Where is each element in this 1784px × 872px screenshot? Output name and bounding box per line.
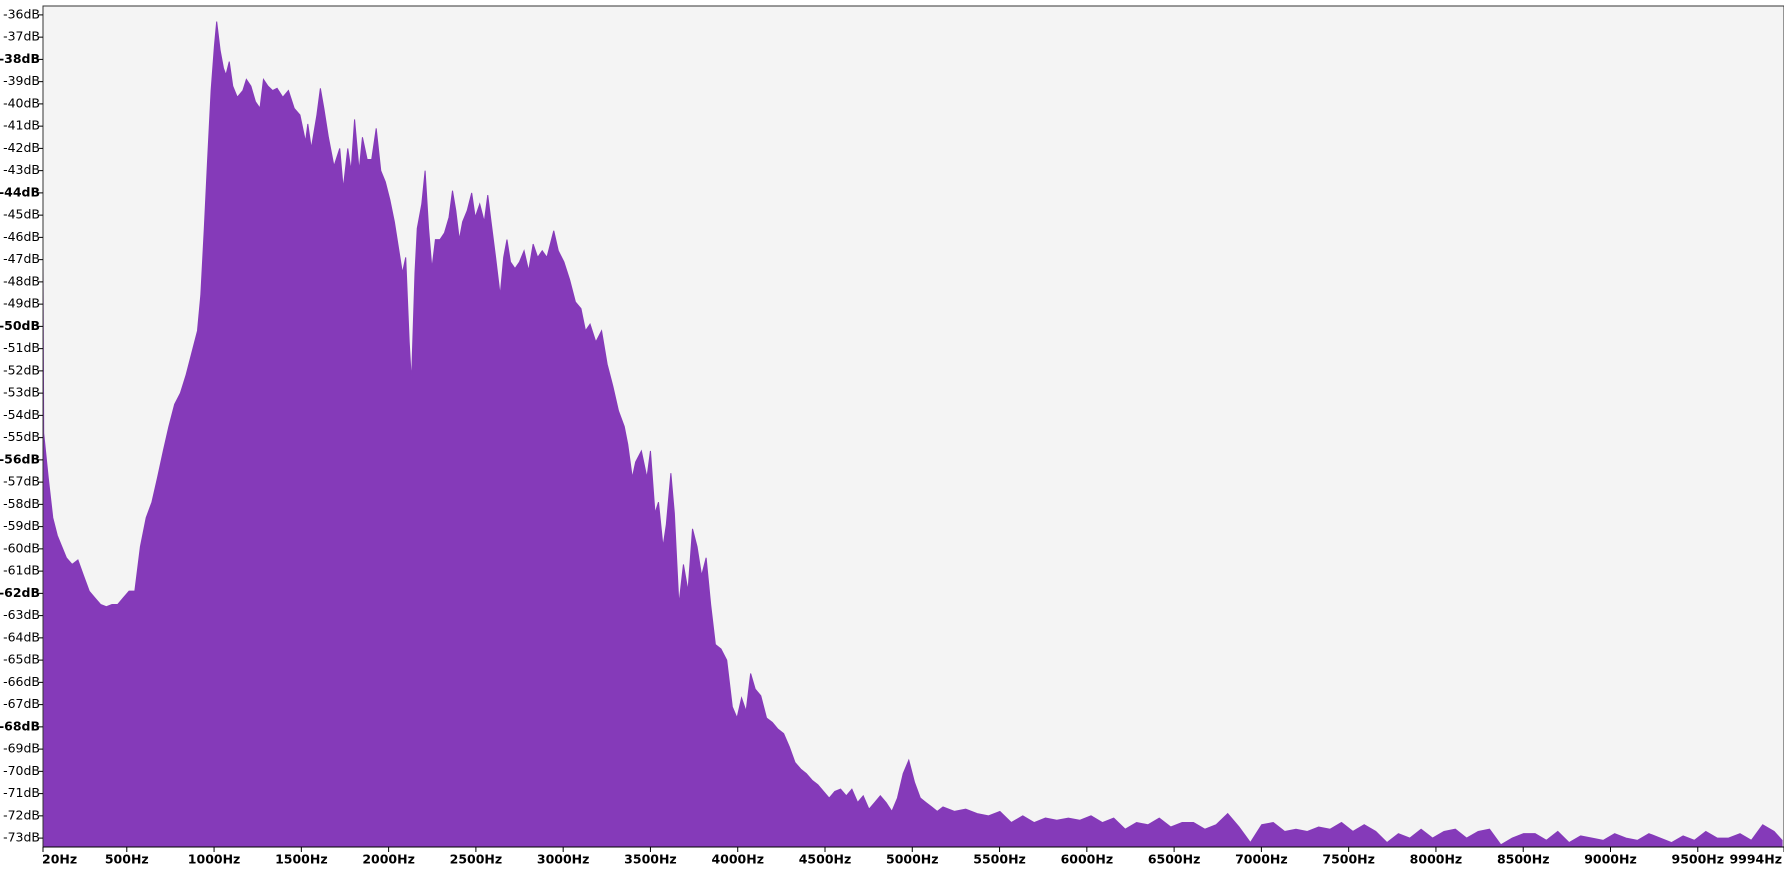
y-tick-label: -66dB [3, 674, 40, 689]
x-tick-label: 1000Hz [188, 852, 241, 867]
y-tick-label: -59dB [3, 518, 40, 533]
y-tick-label: -64dB [3, 629, 40, 644]
y-tick-label: -73dB [3, 830, 40, 845]
y-tick-label: -56dB [0, 451, 40, 466]
y-tick-label: -51dB [3, 340, 40, 355]
y-tick-label: -53dB [3, 385, 40, 400]
y-tick-label: -52dB [3, 362, 40, 377]
y-tick-label: -49dB [3, 296, 40, 311]
y-tick-label: -37dB [3, 29, 40, 44]
x-tick-label: 7500Hz [1322, 852, 1375, 867]
y-tick-label: -57dB [3, 474, 40, 489]
x-tick-label: 5500Hz [973, 852, 1026, 867]
y-tick-label: -41dB [3, 118, 40, 133]
x-tick-label: 2000Hz [362, 852, 415, 867]
y-tick-label: -72dB [3, 807, 40, 822]
y-tick-label: -48dB [3, 273, 40, 288]
y-tick-label: -63dB [3, 607, 40, 622]
y-tick-label: -38dB [0, 51, 40, 66]
x-tick-label: 8000Hz [1410, 852, 1463, 867]
y-tick-label: -67dB [3, 696, 40, 711]
x-tick-label: 1500Hz [275, 852, 328, 867]
y-tick-label: -47dB [3, 251, 40, 266]
x-tick-label: 6500Hz [1148, 852, 1201, 867]
spectrum-area [42, 21, 1783, 848]
y-tick-label: -60dB [3, 540, 40, 555]
x-tick-label: 6000Hz [1061, 852, 1114, 867]
y-tick-label: -65dB [3, 652, 40, 667]
x-tick-label: 4000Hz [711, 852, 764, 867]
y-tick-label: -42dB [3, 140, 40, 155]
y-tick-label: -69dB [3, 741, 40, 756]
y-tick-label: -70dB [3, 763, 40, 778]
y-tick-label: -54dB [3, 407, 40, 422]
y-tick-label: -55dB [3, 429, 40, 444]
x-tick-label: 7000Hz [1235, 852, 1288, 867]
x-tick-label: 2500Hz [450, 852, 503, 867]
x-tick-label: 9000Hz [1584, 852, 1637, 867]
x-tick-label: 3500Hz [624, 852, 677, 867]
x-tick-label: 9500Hz [1672, 852, 1725, 867]
x-tick-label: 500Hz [105, 852, 149, 867]
y-tick-label: -68dB [0, 718, 40, 733]
x-tick-label: 4500Hz [799, 852, 852, 867]
x-tick-label: 5000Hz [886, 852, 939, 867]
y-tick-label: -61dB [3, 563, 40, 578]
y-tick-label: -45dB [3, 207, 40, 222]
y-tick-label: -36dB [3, 6, 40, 21]
x-tick-label: 20Hz [42, 852, 77, 867]
x-tick-label: 8500Hz [1497, 852, 1550, 867]
y-tick-label: -40dB [3, 95, 40, 110]
y-tick-label: -71dB [3, 785, 40, 800]
x-tick-label: 9994Hz [1729, 852, 1782, 867]
x-tick-label: 3000Hz [537, 852, 590, 867]
y-tick-label: -58dB [3, 496, 40, 511]
y-tick-label: -62dB [0, 585, 40, 600]
y-tick-label: -50dB [0, 318, 40, 333]
y-tick-label: -43dB [3, 162, 40, 177]
y-tick-label: -44dB [0, 184, 40, 199]
y-tick-label: -46dB [3, 229, 40, 244]
y-tick-label: -39dB [3, 73, 40, 88]
